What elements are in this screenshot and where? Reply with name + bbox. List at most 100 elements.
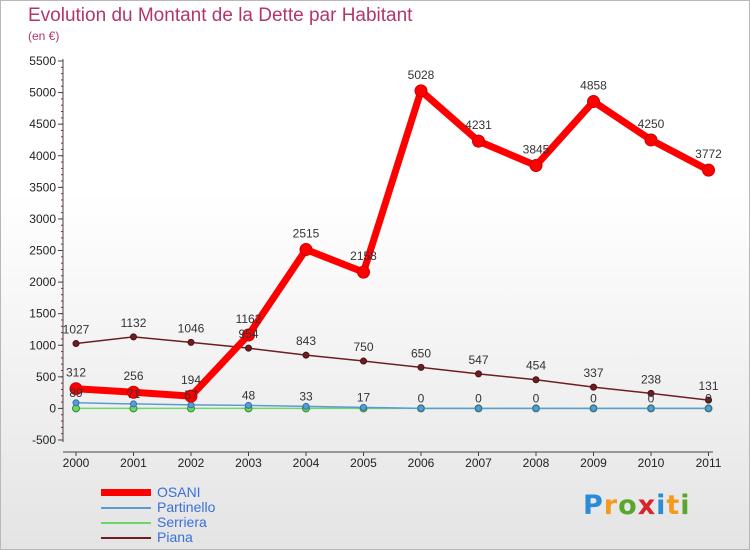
logo-letter: x [637, 490, 657, 521]
data-labels: 1027 1132 1046 954 843 750 650 547 454 337 238 131 8… [63, 68, 723, 406]
data-label-osani: 3845 [523, 143, 550, 157]
data-label-piana: 131 [698, 379, 718, 393]
data-label-piana: 750 [353, 340, 373, 354]
data-label-osani: 1162 [236, 312, 262, 326]
data-point-osani [414, 84, 428, 98]
series-line-partinello [75, 402, 710, 410]
data-point-piana [647, 389, 655, 397]
data-label-piana: 954 [238, 327, 258, 341]
data-point-piana [245, 344, 252, 352]
data-point-piana [130, 333, 137, 341]
legend-swatch [101, 537, 151, 539]
axes: -500 0 500 1000 1500 2000 2500 3000 3500 4000 4500… [29, 54, 721, 470]
series-partinello [72, 399, 712, 412]
y-tick-label: 2500 [29, 244, 56, 258]
data-point-osani [242, 328, 255, 342]
y-tick-label: 1000 [29, 338, 56, 352]
data-label-osani: 4858 [580, 79, 607, 93]
data-label-piana: 1046 [178, 321, 205, 335]
data-label-partinello: 57 [184, 388, 198, 402]
legend-swatch [101, 489, 151, 496]
logo-letter: P [583, 490, 604, 521]
data-label-piana: 547 [468, 353, 488, 367]
chart-subtitle: (en €) [28, 29, 60, 43]
data-point-partinello [647, 404, 655, 412]
data-label-partinello: 71 [127, 387, 141, 401]
data-label-osani: 3772 [695, 147, 722, 161]
x-tick-label: 2002 [178, 456, 205, 470]
data-point-piana [187, 338, 195, 346]
y-tick-label: 3500 [29, 180, 56, 194]
data-point-osani [587, 95, 600, 109]
data-point-osani [69, 382, 83, 396]
data-label-osani: 4231 [465, 118, 492, 132]
x-tick-label: 2007 [465, 456, 492, 470]
data-point-osani [127, 385, 140, 399]
y-tick-label: -500 [32, 433, 56, 447]
x-tick-label: 2008 [523, 456, 550, 470]
legend-label: OSANI [157, 484, 201, 500]
data-label-piana: 337 [583, 366, 603, 380]
legend-label: Piana [157, 529, 193, 545]
proxiti-logo: Proxiti [583, 490, 691, 521]
data-point-piana [475, 370, 482, 378]
data-label-osani: 2515 [293, 227, 320, 241]
series-osani [69, 84, 715, 403]
data-point-piana [72, 340, 80, 348]
data-point-osani [472, 134, 485, 148]
series-line-piana [75, 336, 710, 401]
x-tick-label: 2011 [696, 456, 722, 470]
data-point-osani [299, 243, 313, 257]
x-tick-label: 2001 [120, 456, 147, 470]
y-tick-label: 500 [36, 370, 56, 384]
logo-letter: t [666, 490, 681, 521]
data-point-partinello [245, 401, 252, 409]
data-point-osani [529, 159, 543, 173]
data-label-piana: 1027 [63, 323, 90, 337]
y-tick-label: 4500 [29, 117, 56, 131]
data-point-partinello [130, 400, 137, 408]
logo-letter: r [603, 490, 619, 521]
data-label-piana: 454 [526, 359, 546, 373]
data-label-partinello: 0 [705, 391, 712, 405]
data-label-osani: 256 [123, 369, 143, 383]
data-point-partinello [360, 403, 367, 411]
x-tick-label: 2005 [350, 456, 377, 470]
data-point-piana [302, 351, 310, 359]
y-tick-label: 4000 [29, 149, 56, 163]
data-label-osani: 5028 [408, 68, 435, 82]
legend-swatch [101, 507, 151, 509]
data-point-partinello [417, 404, 425, 412]
chart-title: Evolution du Montant de la Dette par Hab… [28, 5, 413, 26]
data-label-piana: 238 [641, 372, 661, 386]
data-point-osani [357, 265, 370, 279]
x-tick-label: 2006 [408, 456, 435, 470]
legend-label: Partinello [157, 499, 216, 515]
logo-letter: o [618, 490, 638, 521]
y-tick-label: 2000 [29, 275, 56, 289]
data-label-partinello: 0 [533, 391, 540, 405]
data-label-partinello: 0 [475, 391, 482, 405]
y-tick-label: 1500 [29, 307, 56, 321]
legend-swatch [101, 522, 151, 524]
data-label-partinello: 0 [590, 391, 597, 405]
data-label-osani: 194 [181, 373, 201, 387]
data-label-partinello: 17 [357, 390, 371, 404]
data-label-osani: 2158 [350, 249, 377, 263]
data-label-partinello: 0 [418, 391, 425, 405]
y-tick-label: 0 [49, 401, 56, 415]
data-point-piana [532, 376, 540, 384]
x-tick-label: 2010 [638, 456, 665, 470]
logo-letter: i [656, 490, 667, 521]
data-point-partinello [72, 399, 80, 407]
data-point-partinello [705, 404, 712, 412]
data-point-piana [590, 383, 597, 391]
x-tick-label: 2009 [580, 456, 607, 470]
data-label-partinello: 33 [299, 389, 313, 403]
data-point-osani [702, 163, 715, 177]
data-label-osani: 4250 [638, 117, 665, 131]
logo-letter: i [680, 490, 691, 521]
data-label-piana: 1132 [121, 316, 147, 330]
